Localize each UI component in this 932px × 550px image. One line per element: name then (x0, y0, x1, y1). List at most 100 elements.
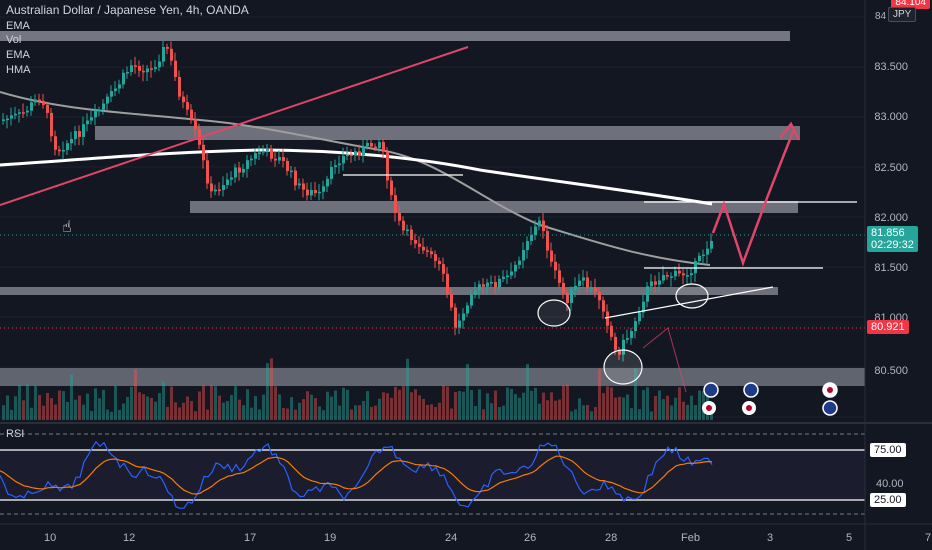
ema-grey-line (0, 91, 711, 266)
candle-body (74, 131, 77, 139)
volume-bar (138, 392, 141, 420)
hand-pointer-icon: ☝ (62, 219, 72, 236)
candle-body (166, 47, 169, 49)
volume-bar (506, 387, 509, 420)
candle-body (438, 260, 441, 265)
candle-body (282, 157, 285, 161)
volume-bar (518, 397, 521, 420)
volume-bar (118, 409, 121, 420)
candle-body (622, 339, 625, 355)
candle-body (190, 109, 193, 120)
indicator-vol[interactable]: Vol (6, 34, 22, 46)
volume-bar (490, 403, 493, 420)
volume-bar (362, 400, 365, 420)
candle-body (570, 289, 573, 303)
volume-bar (38, 395, 41, 420)
volume-bar (294, 409, 297, 420)
candle-body (126, 72, 129, 74)
candle-body (122, 72, 125, 85)
volume-bar (486, 393, 489, 420)
candle-body (638, 312, 641, 322)
au-flag-icon[interactable] (703, 382, 719, 398)
volume-bar (190, 401, 193, 420)
currency-button[interactable]: JPY (888, 7, 917, 22)
candle-body (618, 349, 621, 355)
au-flag-icon[interactable] (822, 400, 838, 416)
volume-bar (130, 386, 133, 420)
volume-bar (162, 381, 165, 420)
economic-events[interactable] (702, 382, 838, 416)
volume-bar (146, 396, 149, 420)
volume-bar (538, 403, 541, 420)
volume-bar (678, 387, 681, 420)
volume-bar (154, 401, 157, 420)
volume-bar (290, 397, 293, 420)
volume-bar (82, 404, 85, 420)
volume-bar (10, 409, 13, 420)
volume-bar (582, 405, 585, 420)
candle-body (270, 148, 273, 159)
volume-bar (394, 386, 397, 420)
indicator-ema-2[interactable]: EMA (6, 49, 30, 61)
candle-body (602, 300, 605, 312)
volume-bar (542, 392, 545, 420)
indicator-ema-1[interactable]: EMA (6, 20, 30, 32)
au-flag-icon[interactable] (743, 382, 759, 398)
symbol-title[interactable]: Australian Dollar / Japanese Yen, 4h, OA… (6, 3, 249, 17)
rsi-title[interactable]: RSI (6, 428, 25, 440)
candle-body (202, 144, 205, 161)
rsi-level-label: 40.00 (876, 478, 904, 490)
volume-bar (550, 392, 553, 420)
candle-body (230, 177, 233, 180)
candle-body (106, 96, 109, 104)
volume-bar (270, 358, 273, 420)
candle-body (514, 264, 517, 272)
candle-body (374, 146, 377, 149)
price-tick: 81.500 (874, 262, 908, 274)
volume-bar (386, 393, 389, 420)
grid (0, 16, 865, 418)
candle-body (458, 320, 461, 328)
candle-body (266, 148, 269, 151)
candle-body (586, 277, 589, 288)
current-price-value: 81.856 (871, 227, 905, 239)
volume-bar (630, 408, 633, 420)
candle-body (70, 138, 73, 144)
indicator-hma[interactable]: HMA (6, 64, 31, 76)
volume-bar (50, 398, 53, 420)
rsi-level-badge: 75.00 (870, 443, 906, 457)
candle-body (142, 70, 145, 73)
candle-body (690, 273, 693, 276)
bar-countdown: 02:29:32 (871, 239, 914, 251)
volume-bar (58, 390, 61, 420)
volume-bar (222, 402, 225, 420)
candle-body (498, 278, 501, 288)
rsi-pane[interactable] (0, 424, 865, 524)
volume-bar (134, 369, 137, 420)
candle-body (378, 142, 381, 148)
current-price-badge: 81.856 02:29:32 (867, 226, 918, 252)
volume-bar (178, 407, 181, 420)
candle-body (46, 104, 49, 113)
candle-body (410, 229, 413, 241)
projection-arrowhead (779, 121, 801, 141)
volume-bar (398, 389, 401, 420)
candle-body (474, 290, 477, 295)
rsi-ma-line (0, 455, 713, 495)
volume-bar (210, 384, 213, 420)
volume-bar (110, 411, 113, 420)
candle-body (146, 68, 149, 73)
volume-bar (474, 406, 477, 420)
thin-red-line (642, 327, 687, 393)
volume-bar (94, 388, 97, 420)
volume-bar (594, 407, 597, 420)
date-tick: 7 (925, 532, 932, 544)
candle-body (6, 118, 9, 121)
volume-bar (326, 391, 329, 420)
candle-body (470, 294, 473, 306)
candle-body (594, 287, 597, 292)
candle-body (246, 160, 249, 169)
volume-bar (338, 405, 341, 420)
candle-body (22, 112, 25, 114)
